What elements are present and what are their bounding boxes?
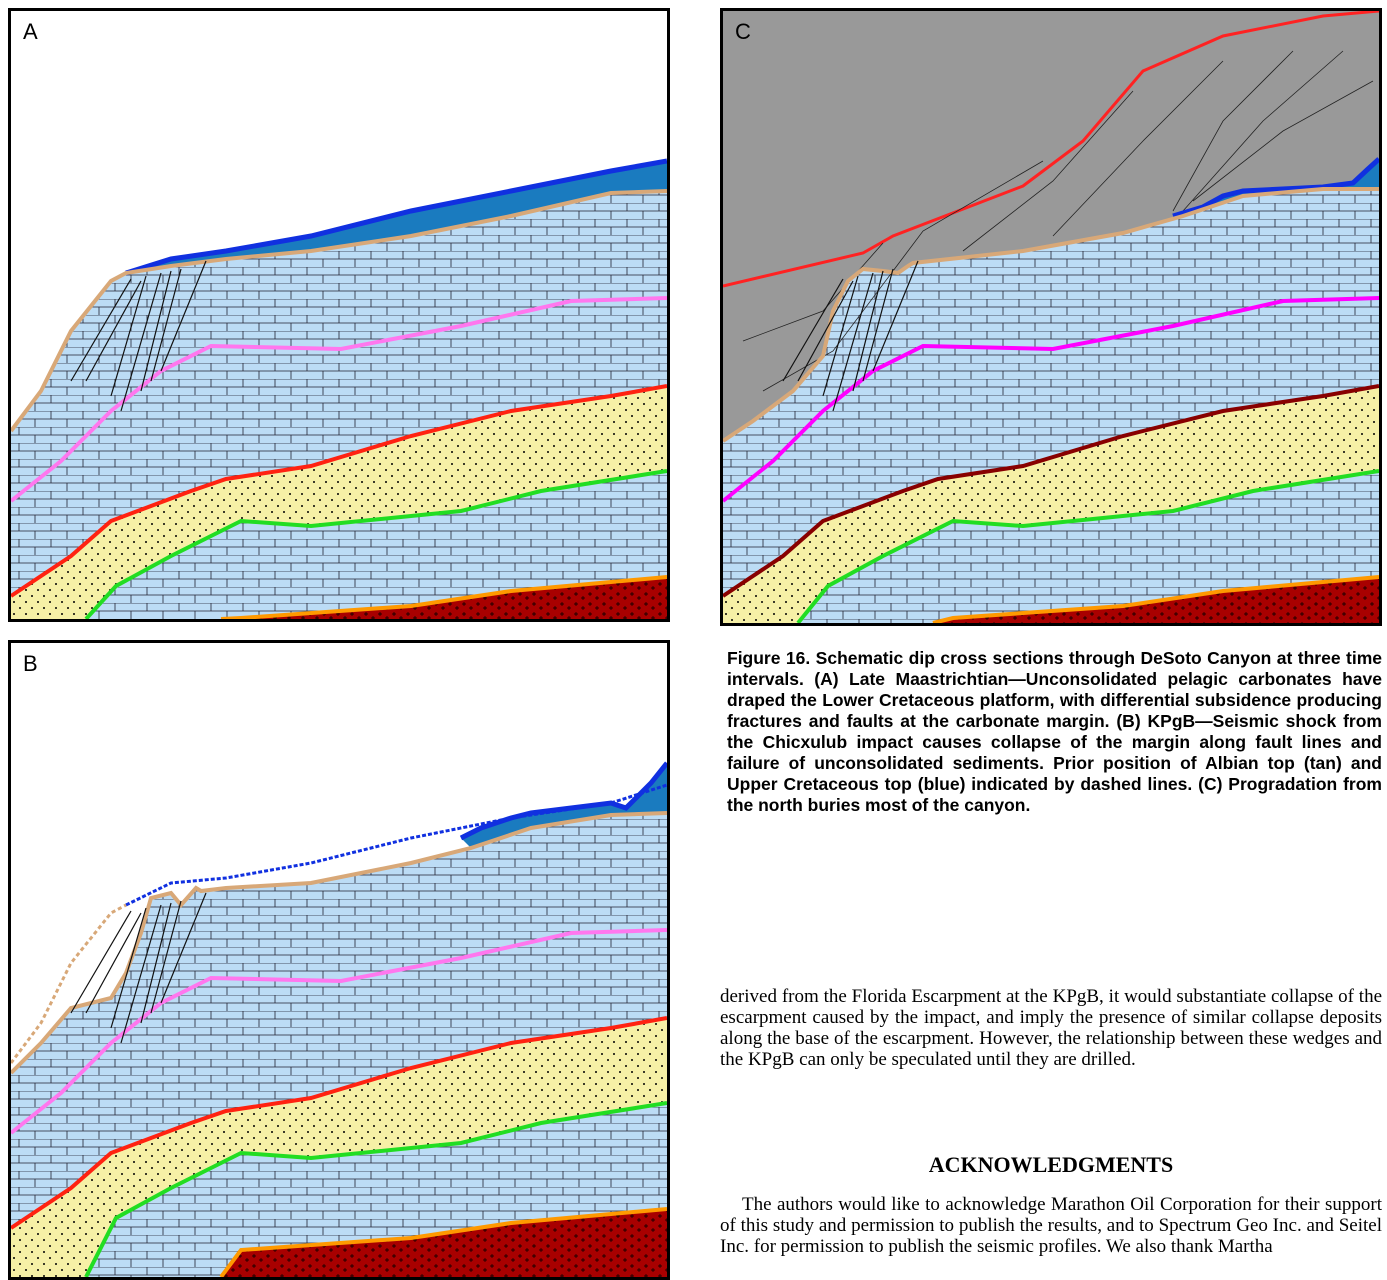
panel-label: B	[23, 651, 38, 677]
section-drawing	[11, 643, 667, 1277]
panel-label: C	[735, 19, 751, 45]
body-paragraph: The authors would like to acknowledge Ma…	[720, 1194, 1382, 1257]
page: A C B Figure 16. Schematic dip cross sec…	[0, 0, 1387, 1256]
section-drawing	[11, 11, 667, 619]
body-paragraph: derived from the Florida Escarpment at t…	[720, 986, 1382, 1070]
figure-caption: Figure 16. Schematic dip cross sections …	[727, 648, 1382, 816]
panel-c: C	[720, 8, 1382, 626]
panel-a: A	[8, 8, 670, 622]
section-heading: ACKNOWLEDGMENTS	[720, 1152, 1382, 1178]
panel-b: B	[8, 640, 670, 1280]
section-drawing	[723, 11, 1379, 623]
panel-label: A	[23, 19, 38, 45]
